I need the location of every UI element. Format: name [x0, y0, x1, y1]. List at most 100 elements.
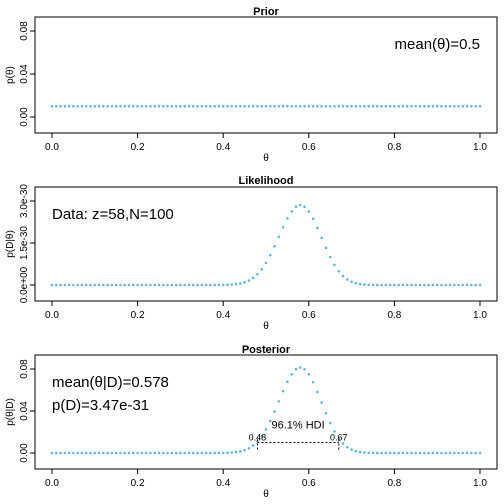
- data-point-2-2: [59, 451, 62, 455]
- data-point-1-54: [281, 225, 285, 229]
- data-point-2-22: [144, 451, 148, 455]
- data-point-0-68: [341, 104, 345, 108]
- data-point-0-48: [256, 104, 259, 108]
- data-point-2-17: [123, 451, 127, 455]
- data-point-0-2: [59, 104, 62, 108]
- data-point-2-68: [341, 442, 345, 445]
- data-point-1-94: [453, 283, 456, 287]
- data-point-1-77: [380, 283, 383, 287]
- data-point-0-91: [440, 104, 443, 108]
- data-point-0-28: [170, 104, 174, 108]
- data-point-1-0: [50, 283, 54, 287]
- data-point-2-33: [191, 451, 195, 455]
- data-point-1-81: [397, 283, 400, 287]
- data-point-0-87: [423, 104, 426, 108]
- data-point-2-29: [174, 451, 178, 455]
- data-point-2-86: [418, 451, 422, 455]
- data-point-2-16: [119, 451, 122, 455]
- data-point-1-68: [341, 274, 345, 278]
- data-point-1-25: [157, 283, 161, 287]
- data-point-1-5: [72, 283, 75, 287]
- data-point-2-59: [303, 367, 306, 371]
- data-point-1-79: [388, 283, 392, 287]
- data-point-2-1: [54, 451, 58, 455]
- data-point-1-42: [230, 283, 234, 286]
- data-point-0-27: [166, 104, 169, 108]
- data-point-2-13: [106, 451, 109, 455]
- data-point-2-100: [478, 451, 482, 455]
- data-point-0-0: [50, 104, 54, 108]
- data-point-2-71: [354, 449, 358, 453]
- data-point-1-41: [226, 283, 229, 287]
- data-point-2-76: [375, 451, 379, 455]
- data-point-0-47: [251, 104, 255, 108]
- data-point-1-84: [410, 283, 413, 287]
- data-point-0-61: [311, 104, 315, 108]
- data-point-0-11: [97, 104, 101, 108]
- y-tick-label-0-1: 0.04: [19, 64, 30, 84]
- x-tick-label-0-4: 0.8: [387, 142, 401, 153]
- data-point-0-65: [328, 104, 332, 108]
- data-point-0-73: [363, 104, 366, 108]
- data-point-2-62: [316, 390, 319, 394]
- data-point-0-82: [401, 104, 405, 108]
- data-point-2-44: [239, 450, 242, 453]
- data-point-0-66: [333, 104, 336, 108]
- data-point-1-62: [316, 226, 319, 230]
- data-point-2-94: [453, 451, 456, 455]
- data-point-1-6: [76, 283, 79, 287]
- data-point-1-17: [123, 283, 127, 287]
- data-point-0-98: [470, 104, 473, 108]
- data-point-0-86: [418, 104, 422, 108]
- data-point-2-69: [346, 445, 349, 449]
- data-point-0-32: [187, 104, 191, 108]
- data-point-1-80: [393, 283, 396, 287]
- data-point-2-0: [50, 451, 54, 455]
- data-point-0-53: [277, 104, 281, 108]
- data-point-2-45: [243, 448, 246, 452]
- y-tick-label-0-2: 0.08: [19, 21, 30, 41]
- data-point-1-1: [54, 283, 58, 287]
- x-tick-label-0-1: 0.2: [131, 142, 145, 153]
- data-point-2-10: [93, 451, 97, 455]
- data-point-2-43: [234, 450, 238, 454]
- data-point-2-79: [388, 451, 392, 455]
- data-point-2-28: [170, 451, 174, 455]
- x-tick-label-1-5: 1.0: [473, 310, 487, 321]
- data-point-0-37: [209, 104, 212, 108]
- data-point-1-96: [461, 283, 465, 287]
- data-point-0-29: [174, 104, 178, 108]
- data-point-0-13: [106, 104, 109, 108]
- data-point-1-61: [311, 217, 315, 221]
- data-point-0-14: [110, 104, 114, 108]
- data-point-1-66: [333, 263, 336, 267]
- data-point-2-32: [187, 451, 191, 455]
- data-point-0-90: [435, 104, 439, 108]
- data-point-1-12: [102, 283, 105, 287]
- data-point-0-94: [453, 104, 456, 108]
- data-point-2-47: [251, 444, 255, 447]
- data-point-1-34: [196, 283, 199, 287]
- data-point-2-85: [414, 451, 418, 455]
- data-point-1-31: [183, 283, 186, 287]
- data-point-1-72: [358, 282, 362, 286]
- y-tick-label-2-2: 0.08: [19, 359, 30, 379]
- data-point-2-78: [384, 451, 388, 455]
- data-point-2-65: [328, 421, 332, 425]
- data-point-2-53: [277, 400, 281, 403]
- hdi-label: 96.1% HDI: [271, 420, 324, 432]
- annotation-0-0: mean(θ)=0.5: [395, 36, 480, 53]
- data-point-1-98: [470, 283, 473, 287]
- y-tick-label-1-2: 3.0e-30: [19, 184, 30, 218]
- data-point-0-10: [93, 104, 97, 108]
- data-point-2-64: [324, 411, 328, 415]
- x-tick-label-1-1: 0.2: [131, 310, 145, 321]
- x-tick-label-0-2: 0.4: [216, 142, 230, 153]
- data-point-2-99: [474, 451, 478, 455]
- data-point-1-76: [375, 283, 379, 287]
- data-point-2-25: [157, 451, 161, 455]
- x-tick-label-2-3: 0.6: [302, 478, 316, 489]
- data-point-1-49: [260, 267, 264, 271]
- data-point-2-11: [97, 451, 101, 455]
